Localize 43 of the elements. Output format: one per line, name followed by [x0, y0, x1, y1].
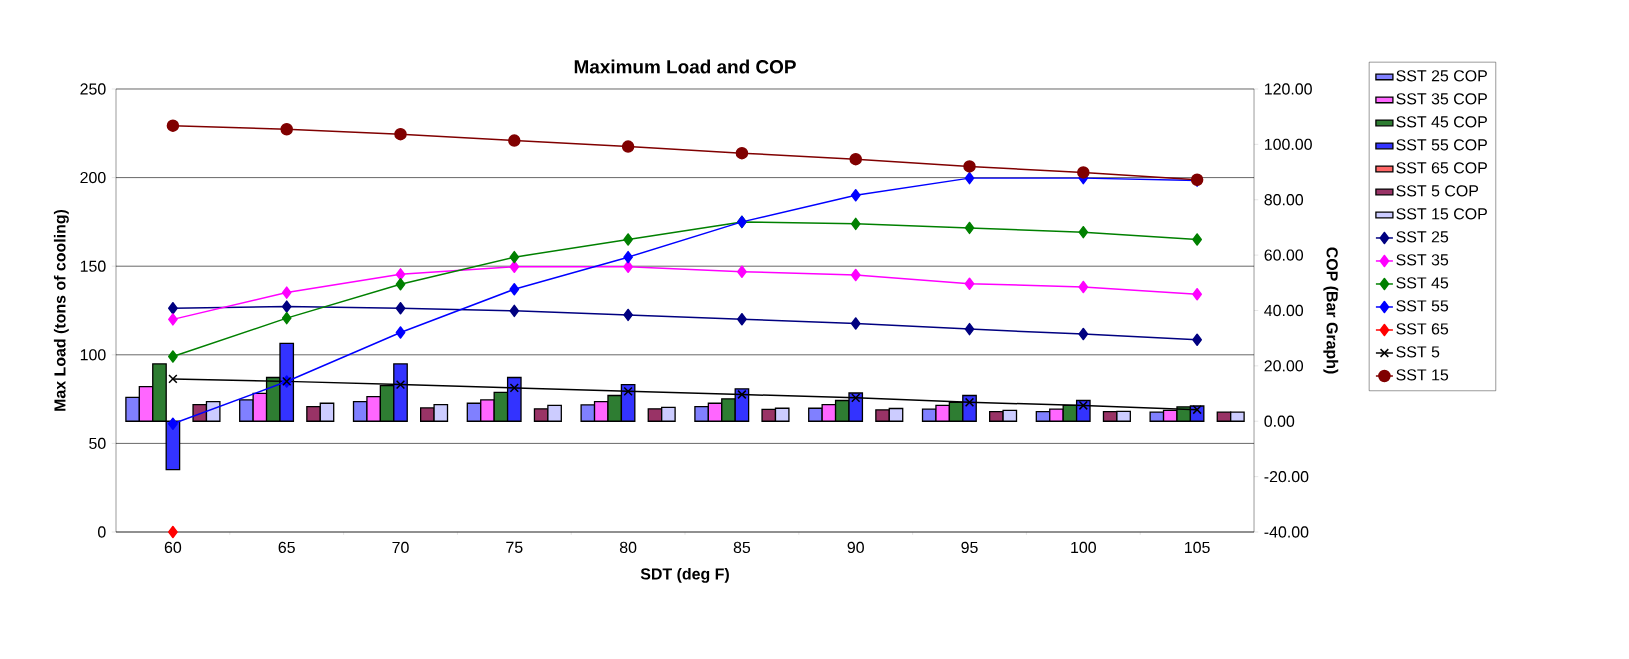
y2-axis-title: COP (Bar Graph): [1323, 247, 1339, 374]
y-tick-label: 200: [80, 171, 106, 184]
x-tick-label: 70: [392, 541, 409, 554]
y2-tick-label: 80.00: [1264, 194, 1304, 206]
legend-label: SST 5: [1396, 346, 1440, 358]
legend-label: SST 45: [1396, 277, 1449, 289]
legend-label: SST 25: [1396, 231, 1449, 243]
y2-tick-label: 120.00: [1265, 83, 1312, 95]
y2-tick-label: 100.00: [1265, 138, 1312, 151]
legend-label: SST 55: [1396, 300, 1449, 312]
x-tick-label: 60: [164, 541, 182, 554]
legend-label: SST 25 COP: [1396, 70, 1487, 82]
legend-label: SST 55 COP: [1396, 139, 1487, 151]
y2-tick-label: 0.00: [1264, 415, 1295, 427]
legend-label: SST 15 COP: [1396, 208, 1487, 220]
y-tick-label: 250: [80, 83, 106, 95]
y-axis-title: Max Load (tons of cooling): [53, 209, 69, 411]
x-tick-label: 95: [961, 541, 978, 554]
y2-tick-label: 20.00: [1264, 360, 1304, 372]
y-tick-label: 0: [98, 526, 106, 538]
y-tick-label: 50: [89, 437, 106, 450]
x-tick-label: 85: [733, 541, 751, 554]
x-axis-title: SDT (deg F): [640, 567, 729, 583]
legend-label: SST 65: [1396, 323, 1449, 335]
y2-tick-label: -20.00: [1264, 470, 1309, 483]
y2-tick-label: 40.00: [1264, 304, 1304, 317]
legend-label: SST 35 COP: [1396, 93, 1487, 105]
x-tick-label: 65: [278, 541, 295, 554]
legend-label: SST 45 COP: [1396, 116, 1487, 128]
legend-label: SST 15: [1396, 369, 1449, 381]
legend-label: SST 65 COP: [1396, 162, 1487, 174]
y-tick-label: 100: [80, 349, 106, 361]
y2-tick-label: 60.00: [1264, 249, 1304, 261]
chart-title: Maximum Load and COP: [574, 59, 796, 74]
x-tick-label: 100: [1071, 541, 1096, 554]
x-tick-label: 90: [847, 541, 864, 554]
x-tick-label: 80: [619, 541, 637, 554]
x-tick-label: 105: [1185, 541, 1210, 554]
x-tick-label: 75: [506, 541, 523, 553]
legend-label: SST 35: [1396, 254, 1449, 266]
y2-tick-label: -40.00: [1264, 526, 1309, 538]
legend-label: SST 5 COP: [1396, 185, 1479, 197]
y-tick-label: 150: [80, 260, 106, 272]
